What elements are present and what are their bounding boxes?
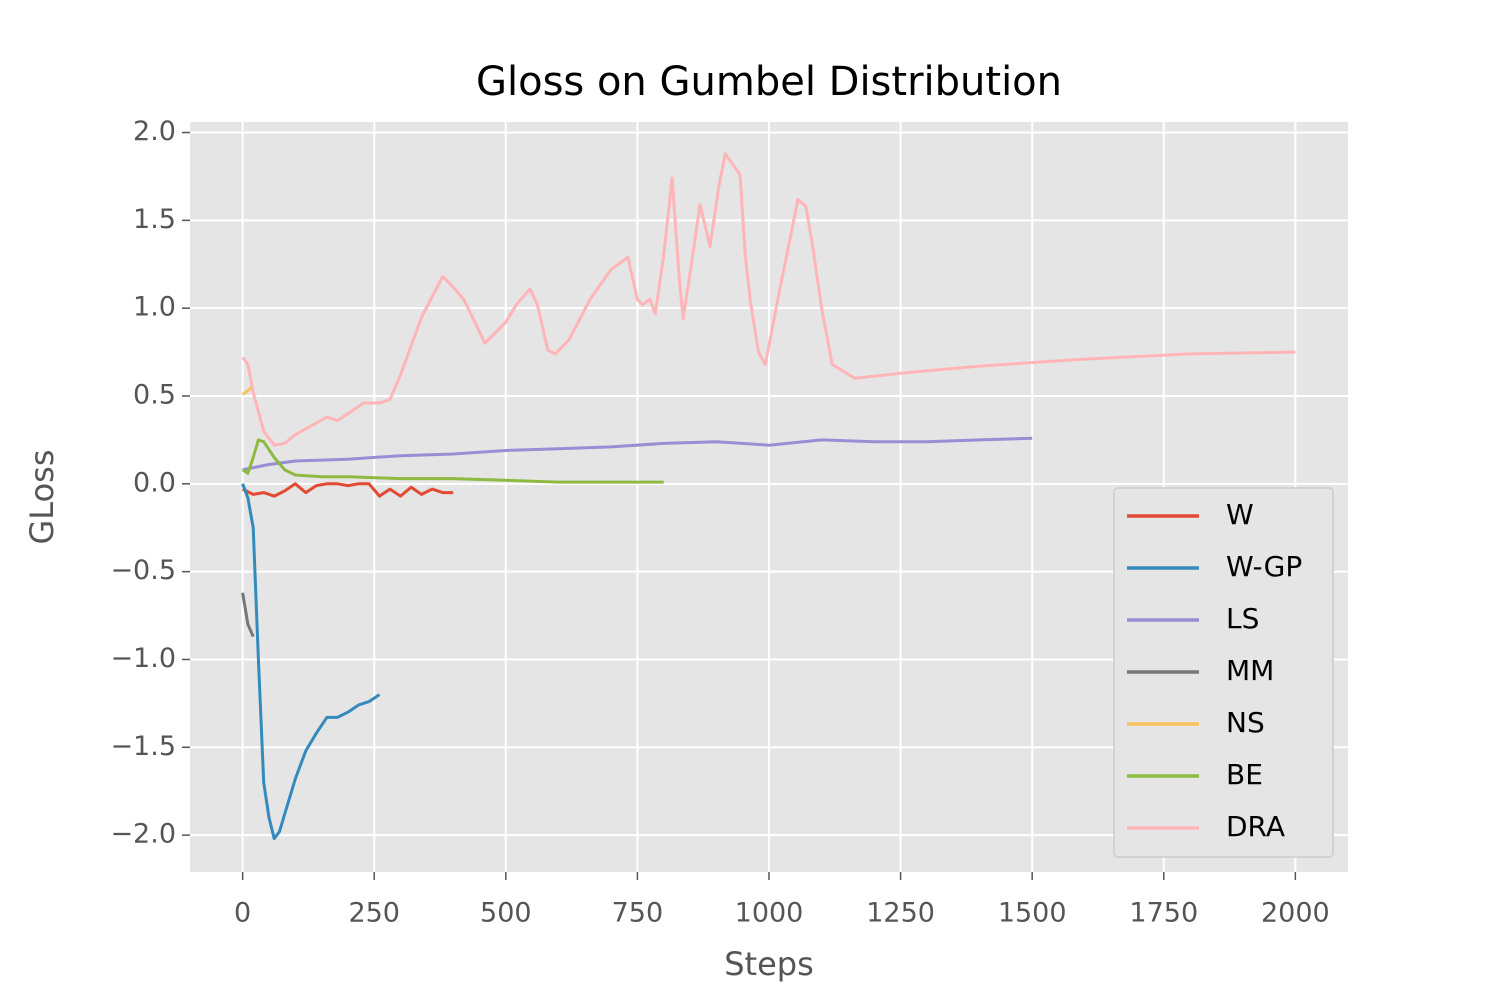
legend-box — [1113, 487, 1334, 858]
y-tick-label: −2.0 — [110, 819, 176, 850]
x-tick-label: 250 — [348, 898, 400, 929]
x-tick-label: 1500 — [998, 898, 1067, 929]
y-tick-label: −1.5 — [110, 731, 176, 762]
x-tick-label: 0 — [234, 898, 251, 929]
series-line — [241, 152, 1296, 447]
chart-title: Gloss on Gumbel Distribution — [476, 59, 1062, 105]
x-axis-label: Steps — [724, 945, 814, 983]
legend-label: W — [1226, 498, 1254, 531]
x-tick-label: 1750 — [1129, 898, 1198, 929]
series-line — [242, 436, 1033, 472]
y-tick-label: −1.0 — [110, 643, 176, 674]
legend-label: MM — [1226, 654, 1274, 687]
y-axis-label: GLoss — [23, 450, 61, 545]
x-tick-label: 1000 — [735, 898, 804, 929]
x-tick-label: 2000 — [1261, 898, 1330, 929]
legend-label: DRA — [1226, 810, 1285, 843]
legend-label: LS — [1226, 602, 1259, 635]
legend-label: BE — [1226, 758, 1263, 791]
series-line — [241, 592, 255, 638]
series-line — [241, 482, 454, 498]
y-tick-label: −0.5 — [110, 555, 176, 586]
legend-label: W-GP — [1226, 550, 1302, 583]
x-tick-label: 500 — [480, 898, 532, 929]
legend-label: NS — [1226, 706, 1265, 739]
series-line — [241, 483, 381, 841]
y-tick-label: 2.0 — [133, 116, 176, 147]
x-tick-label: 750 — [612, 898, 664, 929]
series-line — [241, 438, 664, 484]
y-tick-label: 1.5 — [133, 204, 176, 235]
y-tick-label: 0.0 — [133, 467, 176, 498]
y-tick-label: 0.5 — [133, 380, 176, 411]
y-tick-label: 1.0 — [133, 292, 176, 323]
x-tick-label: 1250 — [866, 898, 935, 929]
